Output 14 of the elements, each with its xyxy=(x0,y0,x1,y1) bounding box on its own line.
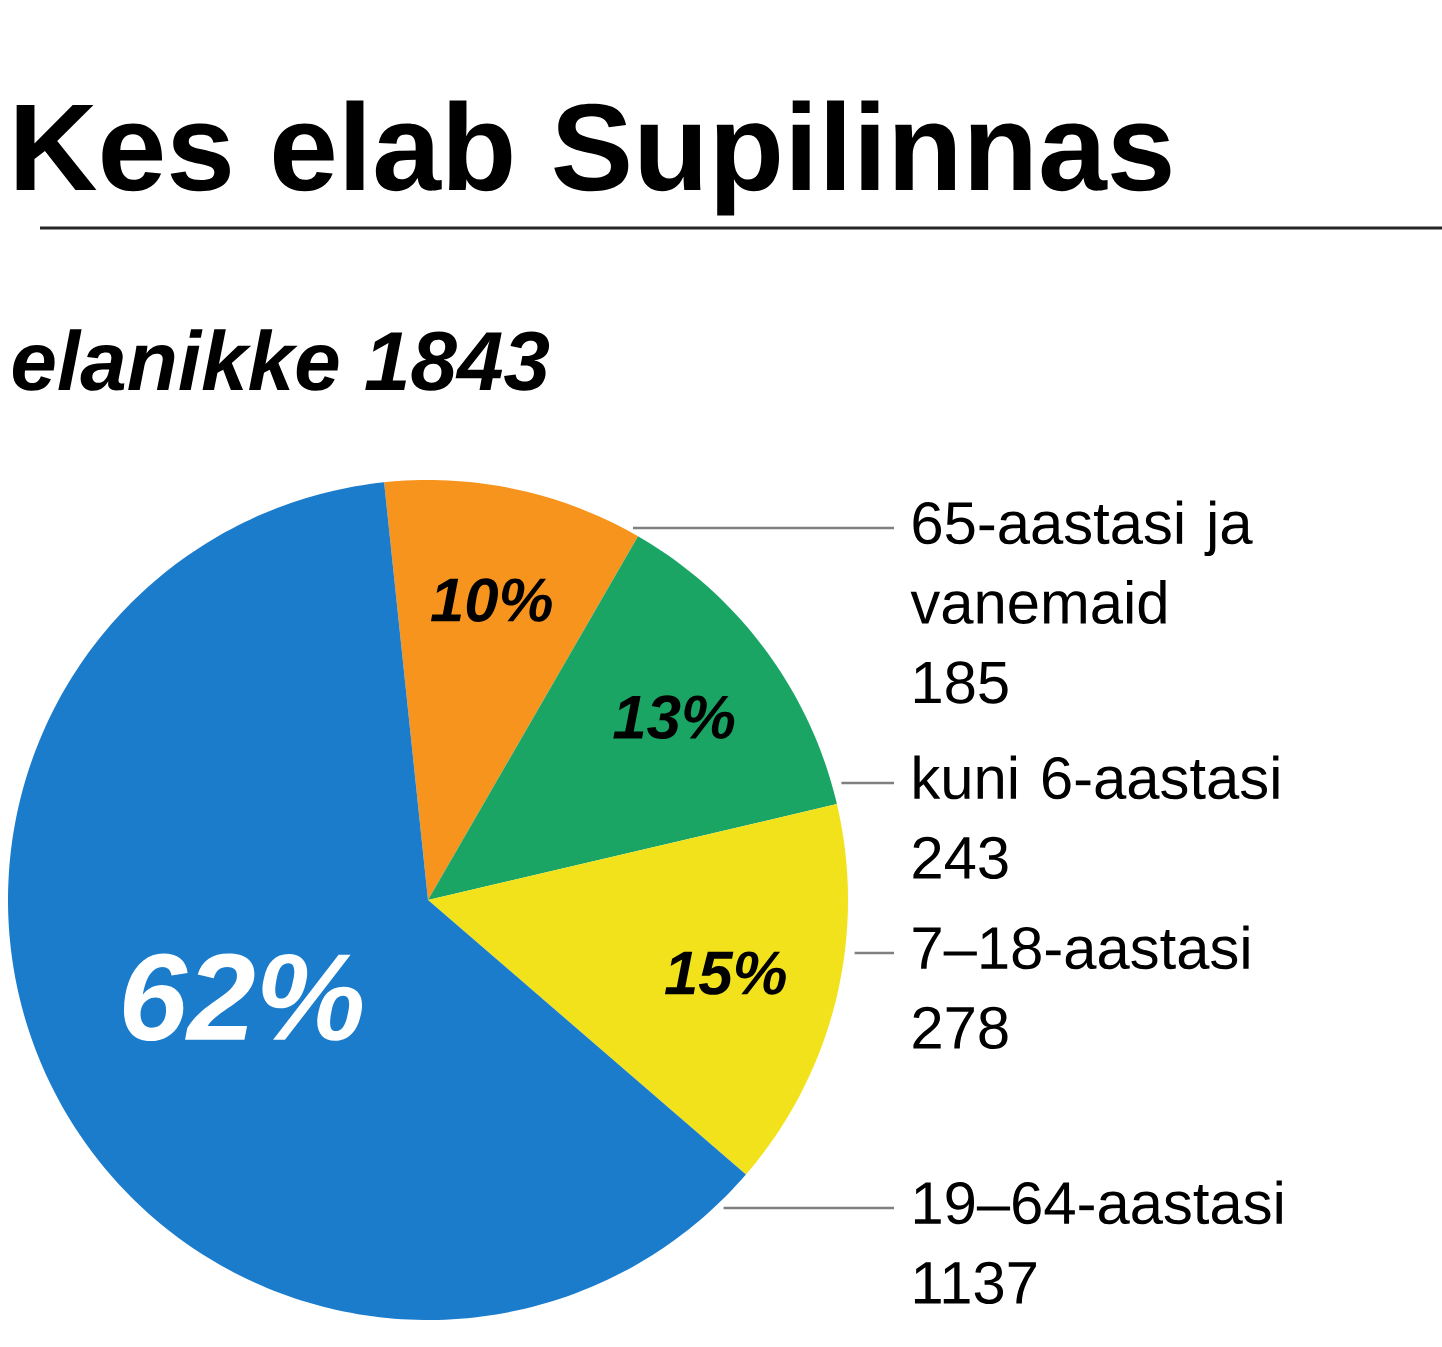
data-label: 10% xyxy=(430,578,552,622)
text: 1137 xyxy=(914,1261,1036,1305)
slice-label: 19–64-aastasi xyxy=(914,1180,1282,1225)
text: 243 xyxy=(913,836,1008,880)
chart-title: Kes elab Supilinnas xyxy=(16,100,1171,216)
data-label: 15% xyxy=(664,951,786,995)
text: 278 xyxy=(913,1006,1008,1050)
slice-label: kuni 6-aastasi xyxy=(914,755,1279,800)
data-label: 13% xyxy=(613,695,735,740)
text: 185 xyxy=(914,661,1008,704)
slice-label: 65-aastasi ja vanemaid xyxy=(910,500,1253,625)
chart-subtitle: elanikke 1843 xyxy=(12,329,550,391)
data-label: 62% xyxy=(123,953,363,1042)
slice-label: 7–18-aastasi xyxy=(913,925,1249,970)
